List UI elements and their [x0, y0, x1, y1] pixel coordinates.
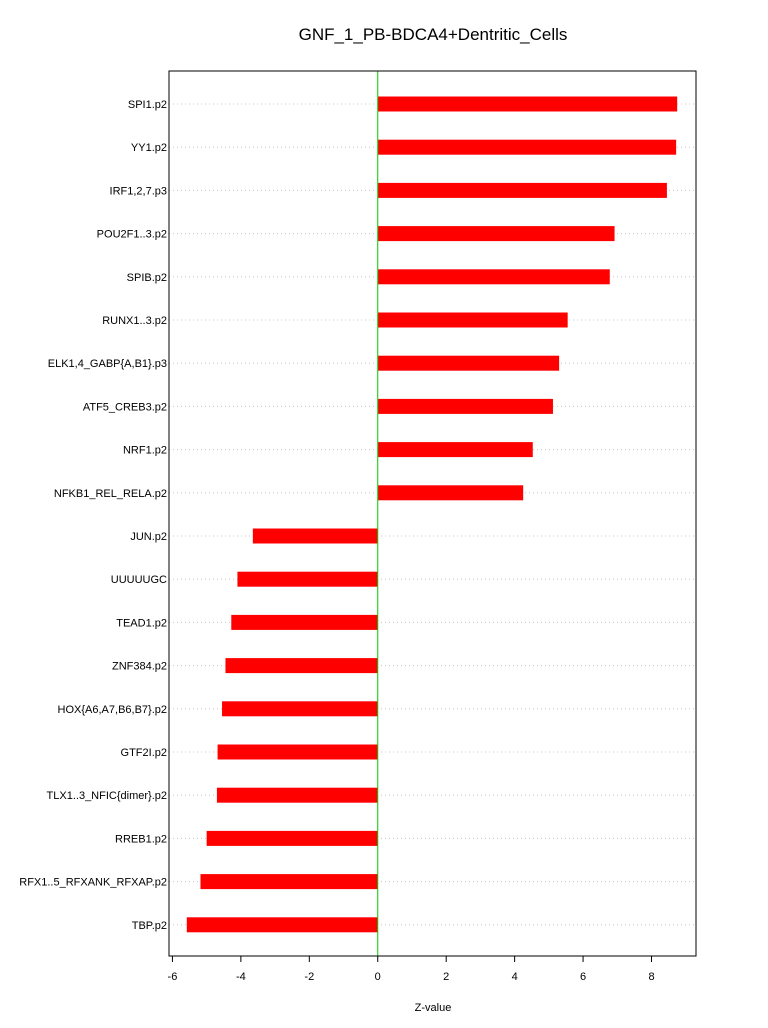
x-tick-label: -6 — [168, 971, 178, 983]
bar — [377, 312, 568, 328]
category-label: SPI1.p2 — [128, 99, 167, 111]
category-label: TEAD1.p2 — [116, 617, 167, 629]
bar — [377, 226, 615, 242]
bar — [377, 485, 524, 501]
x-tick-label: -2 — [304, 971, 314, 983]
category-label: TLX1..3_NFIC{dimer}.p2 — [47, 790, 167, 802]
x-tick-label: 0 — [375, 971, 381, 983]
bar — [377, 398, 553, 414]
bar — [186, 917, 378, 933]
x-tick-label: 6 — [580, 971, 586, 983]
bar — [225, 658, 378, 674]
bar — [222, 701, 378, 717]
x-axis: -6 -4 -2 0 2 4 6 8 — [168, 955, 655, 983]
bar — [252, 528, 378, 544]
bar — [217, 744, 378, 760]
category-label: RREB1.p2 — [115, 833, 167, 845]
category-label: UUUUUGC — [111, 574, 167, 586]
category-label: RUNX1..3.p2 — [102, 315, 167, 327]
x-tick-label: -4 — [236, 971, 246, 983]
bar — [377, 182, 667, 198]
x-tick-label: 8 — [648, 971, 654, 983]
category-label: HOX{A6,A7,B6,B7}.p2 — [58, 704, 167, 716]
bar — [377, 355, 560, 371]
bar — [231, 614, 378, 630]
category-label: NRF1.p2 — [123, 445, 167, 457]
x-axis-title: Z-value — [415, 1002, 452, 1014]
bars — [186, 96, 678, 933]
bar — [237, 571, 378, 587]
category-label: SPIB.p2 — [127, 272, 167, 284]
category-label: NFKB1_REL_RELA.p2 — [54, 488, 167, 500]
category-label: GTF2I.p2 — [121, 747, 167, 759]
bar — [377, 269, 610, 285]
bar — [377, 442, 533, 458]
category-label: ZNF384.p2 — [112, 661, 167, 673]
category-label: ATF5_CREB3.p2 — [83, 401, 167, 413]
category-labels: SPI1.p2 YY1.p2 IRF1,2,7.p3 POU2F1..3.p2 SPIB… — [19, 99, 167, 932]
category-label: JUN.p2 — [130, 531, 167, 543]
category-label: TBP.p2 — [132, 920, 167, 932]
bar — [377, 96, 678, 112]
bar — [216, 787, 378, 803]
chart-title: GNF_1_PB-BDCA4+Dentritic_Cells — [299, 25, 568, 44]
bar — [200, 874, 378, 890]
category-label: ELK1,4_GABP{A,B1}.p3 — [48, 358, 167, 370]
category-label: YY1.p2 — [131, 142, 167, 154]
plot-frame — [168, 70, 697, 957]
x-tick-label: 4 — [512, 971, 518, 983]
bar — [206, 830, 378, 846]
category-label: IRF1,2,7.p3 — [110, 185, 167, 197]
bar — [377, 139, 677, 155]
category-label: RFX1..5_RFXANK_RFXAP.p2 — [19, 877, 167, 889]
x-tick-label: 2 — [443, 971, 449, 983]
category-label: POU2F1..3.p2 — [97, 229, 167, 241]
